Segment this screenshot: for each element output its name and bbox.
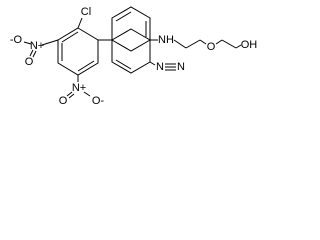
atom-label: O [207, 41, 216, 53]
bond [66, 91, 73, 97]
bond [235, 44, 242, 49]
atom-label: Cl [81, 6, 91, 18]
atom-label: N+ [30, 40, 44, 52]
structure-diagram: Cl -O N+ O O N+ O- NH N N O OH [10, 6, 257, 107]
bond [83, 91, 91, 97]
atom-label: O [25, 56, 34, 68]
bond [23, 41, 32, 45]
atom-label: NH [158, 34, 174, 46]
bond [173, 39, 187, 49]
bond [215, 39, 223, 45]
bond [185, 39, 201, 49]
bond [221, 39, 237, 49]
atom-label: O- [92, 95, 105, 107]
bonds [23, 6, 242, 99]
atom-labels: Cl -O N+ O O N+ O- NH N N O OH [10, 6, 257, 107]
bond [199, 39, 207, 45]
atom-label: N [177, 61, 185, 73]
atom-label: O [59, 95, 68, 107]
bond [68, 93, 75, 99]
double-bond [61, 31, 79, 43]
double-bond [77, 60, 95, 72]
bond [29, 49, 34, 57]
phenyl-ring [57, 27, 99, 76]
bond [32, 50, 37, 58]
bond [77, 17, 83, 29]
atom-label: N [156, 61, 164, 73]
double-bond [115, 11, 132, 22]
atom-label: OH [241, 39, 258, 51]
bond [41, 39, 59, 46]
double-bond [115, 59, 132, 70]
atom-label: N+ [72, 82, 86, 94]
atom-label: -O [10, 34, 23, 46]
bond [149, 61, 156, 66]
